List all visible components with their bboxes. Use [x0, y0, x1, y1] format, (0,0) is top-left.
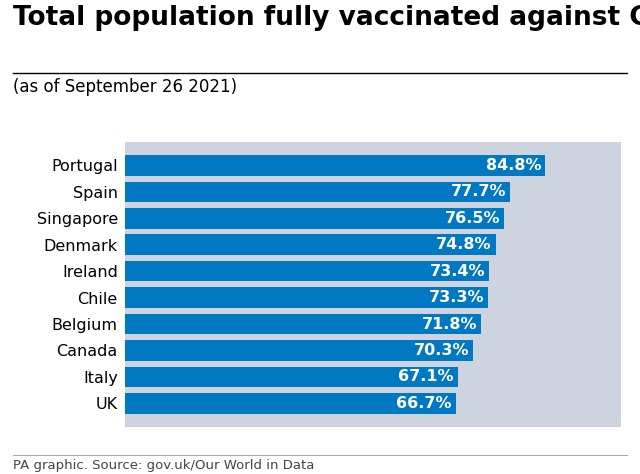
Bar	[125, 287, 488, 308]
Text: 73.3%: 73.3%	[429, 290, 484, 305]
Text: (as of September 26 2021): (as of September 26 2021)	[13, 78, 237, 96]
Bar	[125, 261, 489, 282]
Bar	[125, 235, 496, 255]
Bar	[125, 208, 504, 228]
Text: 77.7%: 77.7%	[451, 184, 506, 200]
Text: 74.8%: 74.8%	[436, 237, 492, 252]
Text: 73.4%: 73.4%	[429, 264, 485, 279]
Bar	[125, 366, 458, 387]
Text: 67.1%: 67.1%	[398, 369, 454, 384]
Text: PA graphic. Source: gov.uk/Our World in Data: PA graphic. Source: gov.uk/Our World in …	[13, 459, 314, 472]
Bar	[125, 314, 481, 334]
Text: 71.8%: 71.8%	[422, 317, 477, 331]
Text: 76.5%: 76.5%	[445, 211, 500, 226]
Text: 70.3%: 70.3%	[414, 343, 470, 358]
Bar	[125, 155, 545, 176]
Bar	[125, 340, 474, 361]
Text: Total population fully vaccinated against Covid-19: Total population fully vaccinated agains…	[13, 5, 640, 31]
Text: 84.8%: 84.8%	[486, 158, 541, 173]
Bar	[125, 393, 456, 414]
Bar	[125, 182, 510, 202]
Text: 66.7%: 66.7%	[396, 396, 452, 411]
